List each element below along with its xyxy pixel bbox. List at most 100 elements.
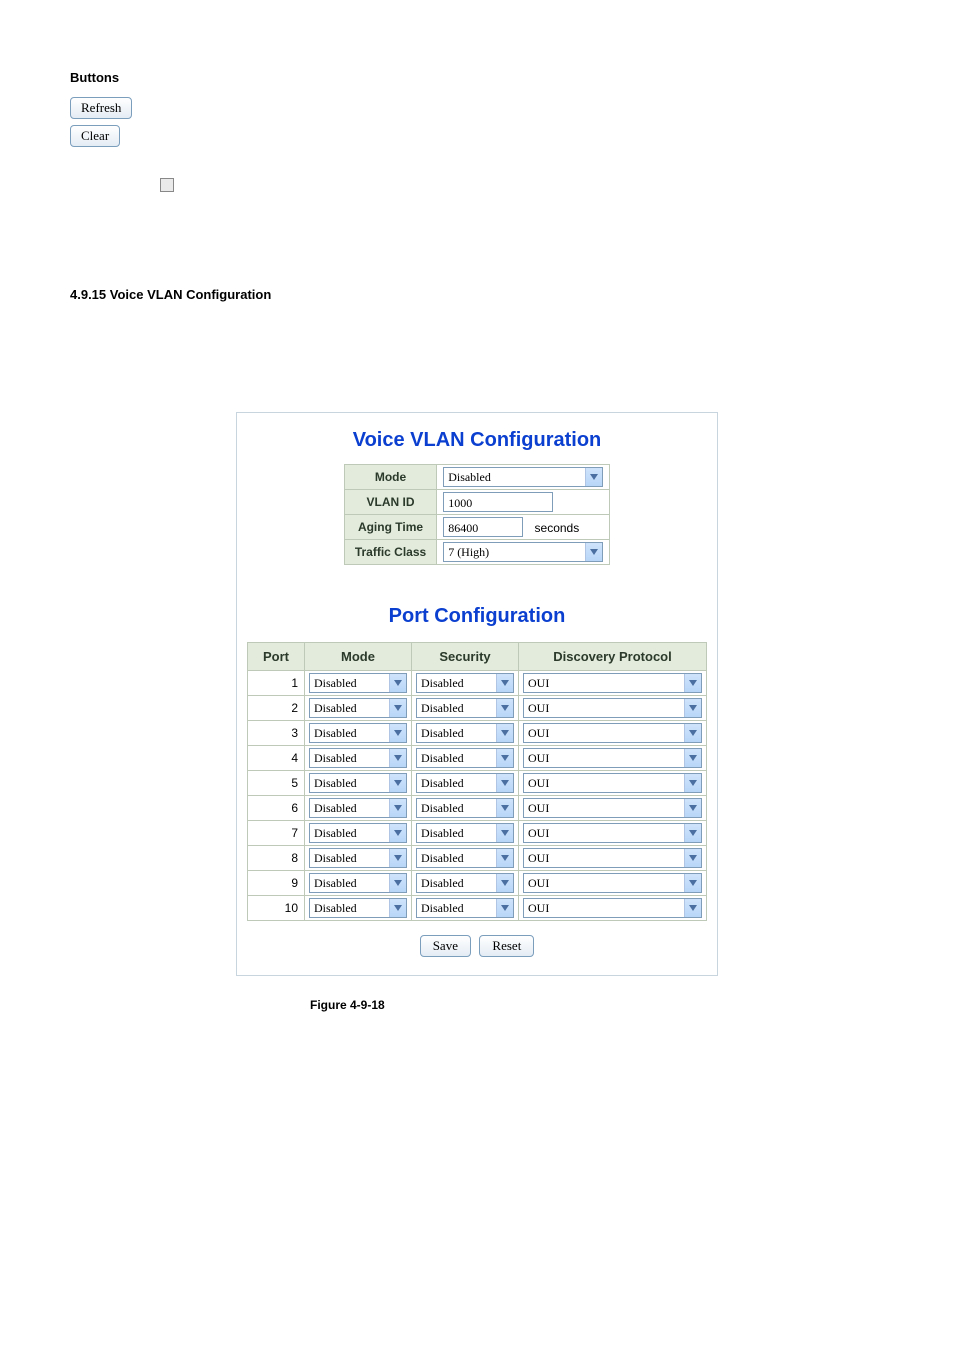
port-mode-select[interactable]: Disabled xyxy=(309,723,407,743)
port-header: Port xyxy=(248,643,305,671)
chevron-down-icon xyxy=(684,799,701,817)
port-mode-select-value: Disabled xyxy=(310,701,389,716)
chevron-down-icon xyxy=(496,749,513,767)
port-number: 6 xyxy=(248,796,305,821)
port-number: 4 xyxy=(248,746,305,771)
vlan-id-input[interactable]: 1000 xyxy=(443,492,553,512)
port-security-select-value: Disabled xyxy=(417,776,496,791)
port-security-select[interactable]: Disabled xyxy=(416,723,514,743)
port-config-title: Port Configuration xyxy=(247,605,707,628)
save-button[interactable]: Save xyxy=(420,935,471,957)
port-mode-select[interactable]: Disabled xyxy=(309,823,407,843)
port-discovery-select[interactable]: OUI xyxy=(523,748,702,768)
chevron-down-icon xyxy=(496,799,513,817)
port-security-select[interactable]: Disabled xyxy=(416,748,514,768)
reset-button[interactable]: Reset xyxy=(479,935,534,957)
port-discovery-select-value: OUI xyxy=(524,851,684,866)
port-security-select[interactable]: Disabled xyxy=(416,773,514,793)
chevron-down-icon xyxy=(389,699,406,717)
table-row: 2 Disabled Disabled OUI xyxy=(248,696,707,721)
port-discovery-select[interactable]: OUI xyxy=(523,873,702,893)
voice-vlan-title: Voice VLAN Configuration xyxy=(247,429,707,452)
port-discovery-select-value: OUI xyxy=(524,676,684,691)
chevron-down-icon xyxy=(684,774,701,792)
port-mode-select[interactable]: Disabled xyxy=(309,773,407,793)
port-security-select-value: Disabled xyxy=(417,876,496,891)
port-mode-select[interactable]: Disabled xyxy=(309,873,407,893)
refresh-button[interactable]: Refresh xyxy=(70,97,132,119)
chevron-down-icon xyxy=(496,674,513,692)
chevron-down-icon xyxy=(496,849,513,867)
vlan-id-label: VLAN ID xyxy=(344,490,436,515)
chevron-down-icon xyxy=(389,674,406,692)
port-discovery-select-value: OUI xyxy=(524,726,684,741)
table-row: 3DisabledDisabledOUI xyxy=(248,721,707,746)
port-mode-select[interactable]: Disabled xyxy=(309,673,407,693)
mode-select[interactable]: Disabled xyxy=(443,467,603,487)
port-security-select[interactable]: Disabled xyxy=(416,848,514,868)
table-row: 4DisabledDisabledOUI xyxy=(248,746,707,771)
chevron-down-icon xyxy=(684,699,701,717)
table-row: 5DisabledDisabledOUI xyxy=(248,771,707,796)
port-security-select-value: Disabled xyxy=(417,851,496,866)
chevron-down-icon xyxy=(684,874,701,892)
port-mode-select-value: Disabled xyxy=(310,826,389,841)
port-number: 1 xyxy=(248,671,305,696)
port-number: 7 xyxy=(248,821,305,846)
port-mode-select[interactable]: Disabled xyxy=(309,748,407,768)
security-header: Security xyxy=(412,643,519,671)
chevron-down-icon xyxy=(684,899,701,917)
voice-vlan-config-panel: Voice VLAN Configuration Mode Disabled V… xyxy=(236,412,718,976)
chevron-down-icon xyxy=(389,849,406,867)
port-discovery-select[interactable]: OUI xyxy=(523,673,702,693)
port-discovery-select-value: OUI xyxy=(524,876,684,891)
port-discovery-select[interactable]: OUI xyxy=(523,823,702,843)
aging-time-input[interactable]: 86400 xyxy=(443,517,523,537)
port-number: 2 xyxy=(248,696,305,721)
port-mode-select-value: Disabled xyxy=(310,676,389,691)
port-security-select[interactable]: Disabled xyxy=(416,698,514,718)
mode-label: Mode xyxy=(344,465,436,490)
port-discovery-select[interactable]: OUI xyxy=(523,698,702,718)
port-security-select[interactable]: Disabled xyxy=(416,898,514,918)
traffic-class-value: 7 (High) xyxy=(444,545,585,560)
aging-time-label: Aging Time xyxy=(344,515,436,540)
chevron-down-icon xyxy=(389,749,406,767)
port-discovery-select[interactable]: OUI xyxy=(523,773,702,793)
chevron-down-icon xyxy=(496,874,513,892)
port-number: 9 xyxy=(248,871,305,896)
port-discovery-select[interactable]: OUI xyxy=(523,723,702,743)
chevron-down-icon xyxy=(389,874,406,892)
chevron-down-icon xyxy=(389,774,406,792)
port-security-select-value: Disabled xyxy=(417,701,496,716)
port-mode-select[interactable]: Disabled xyxy=(309,898,407,918)
port-security-select[interactable]: Disabled xyxy=(416,673,514,693)
section-heading: 4.9.15 Voice VLAN Configuration xyxy=(70,287,884,302)
port-discovery-select[interactable]: OUI xyxy=(523,848,702,868)
discovery-header: Discovery Protocol xyxy=(519,643,707,671)
port-mode-select[interactable]: Disabled xyxy=(309,798,407,818)
port-discovery-select[interactable]: OUI xyxy=(523,798,702,818)
port-number: 10 xyxy=(248,896,305,921)
port-discovery-select-value: OUI xyxy=(524,751,684,766)
port-discovery-select-value: OUI xyxy=(524,701,684,716)
port-mode-select[interactable]: Disabled xyxy=(309,698,407,718)
port-discovery-select[interactable]: OUI xyxy=(523,898,702,918)
port-mode-select-value: Disabled xyxy=(310,801,389,816)
port-security-select-value: Disabled xyxy=(417,901,496,916)
port-security-select-value: Disabled xyxy=(417,751,496,766)
buttons-heading: Buttons xyxy=(70,70,884,85)
port-mode-select[interactable]: Disabled xyxy=(309,848,407,868)
clear-button[interactable]: Clear xyxy=(70,125,120,147)
table-row: 6 Disabled Disabled OUI xyxy=(248,796,707,821)
chevron-down-icon xyxy=(585,543,602,561)
port-discovery-select-value: OUI xyxy=(524,901,684,916)
port-security-select[interactable]: Disabled xyxy=(416,823,514,843)
chevron-down-icon xyxy=(684,724,701,742)
traffic-class-select[interactable]: 7 (High) xyxy=(443,542,603,562)
port-security-select[interactable]: Disabled xyxy=(416,798,514,818)
table-row: 7 Disabled Disabled OUI xyxy=(248,821,707,846)
port-security-select[interactable]: Disabled xyxy=(416,873,514,893)
chevron-down-icon xyxy=(496,699,513,717)
port-mode-select-value: Disabled xyxy=(310,776,389,791)
